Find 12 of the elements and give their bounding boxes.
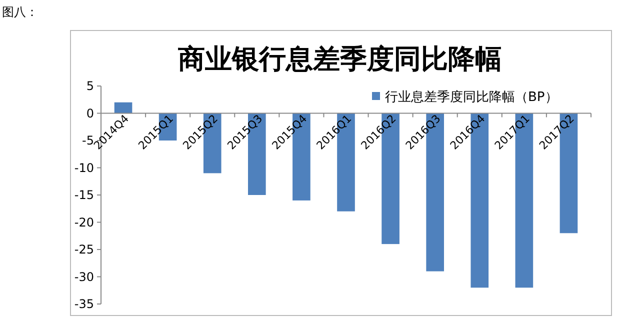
y-tick-label: -25: [74, 242, 94, 256]
y-tick-label: -15: [74, 188, 94, 202]
y-tick-label: -10: [74, 160, 94, 175]
y-tick-label: -5: [82, 134, 94, 148]
y-tick-label: 0: [86, 106, 94, 120]
legend-label: 行业息差季度同比降幅（BP）: [385, 89, 558, 105]
y-tick-label: -30: [74, 270, 94, 284]
chart-title: 商业银行息差季度同比降幅: [177, 44, 502, 75]
y-tick-label: -20: [74, 215, 94, 230]
y-tick-label: 5: [86, 79, 94, 93]
y-tick-label: -35: [74, 297, 94, 311]
text: 图八：: [2, 5, 38, 19]
